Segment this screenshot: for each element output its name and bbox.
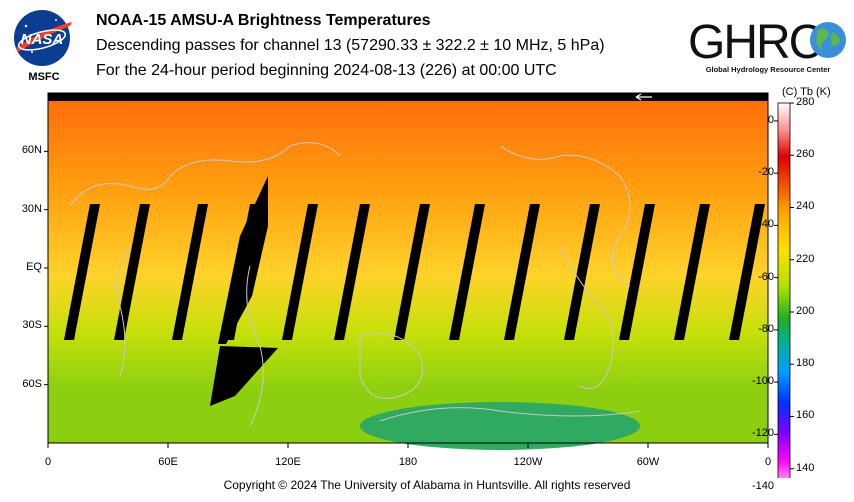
orbit-gap <box>674 204 710 340</box>
page-subtitle: Descending passes for channel 13 (57290.… <box>96 37 605 54</box>
colorbar-ticks <box>774 102 794 470</box>
longitude-ticks <box>47 443 769 448</box>
colorbar-kelvin-label: 240 <box>796 200 815 213</box>
orbit-gap <box>282 204 318 340</box>
lat-label: 60N <box>21 144 42 157</box>
globe-icon <box>810 22 846 58</box>
orbit-gap <box>504 204 540 340</box>
lon-label: 0 <box>764 456 772 468</box>
latitude-ticks <box>44 150 48 386</box>
antarctic-cold-region <box>360 402 640 450</box>
lon-label: 180 <box>398 456 418 468</box>
orbit-gap <box>394 204 430 340</box>
brightness-map <box>44 92 794 478</box>
colorbar-celsius-label: 0 <box>767 113 774 126</box>
coastlines <box>69 142 641 427</box>
lat-label: 60S <box>22 377 42 390</box>
colorbar-header: (C) Tb (K) <box>782 86 831 98</box>
nasa-logo-text: NASA <box>21 31 64 48</box>
lon-label: 120E <box>275 456 301 468</box>
copyright-footer: Copyright © 2024 The University of Alaba… <box>223 478 631 492</box>
colorbar-celsius-label: -80 <box>758 322 774 335</box>
colorbar-celsius-label: -40 <box>758 218 774 231</box>
lon-label: 0 <box>44 456 52 468</box>
lon-label: 60E <box>158 456 178 468</box>
nasa-logo: NASA MSFC <box>12 8 76 83</box>
orbit-gap <box>449 204 485 340</box>
orbit-gap <box>114 204 150 340</box>
colorbar-kelvin-label: 260 <box>796 148 815 161</box>
arrow-icon <box>635 93 652 101</box>
orbit-gap <box>564 204 600 340</box>
orbit-gap <box>64 204 100 340</box>
colorbar-kelvin-label: 140 <box>796 461 815 474</box>
colorbar-celsius-label: -140 <box>751 479 774 492</box>
colorbar-kelvin-label: 200 <box>796 304 815 317</box>
colorbar-celsius-label: -60 <box>758 270 774 283</box>
colorbar-celsius-label: -20 <box>758 166 774 179</box>
colorbar-kelvin-label: 220 <box>796 252 815 265</box>
nasa-meatball-icon: NASA MSFC <box>14 10 72 83</box>
msfc-text: MSFC <box>28 71 59 82</box>
colorbar-kelvin-label: 160 <box>796 409 815 422</box>
colorbar-kelvin-label: 280 <box>796 96 815 108</box>
lat-label: 30N <box>21 202 42 215</box>
orbit-gap <box>334 204 370 340</box>
orbit-gap <box>619 204 655 340</box>
lat-label: EQ <box>26 261 42 273</box>
ghrc-logo-subtext: Global Hydrology Resource Center <box>706 65 831 74</box>
orbit-gap <box>729 204 765 340</box>
period-text: For the 24-hour period beginning 2024-08… <box>96 62 557 79</box>
colorbar <box>777 102 791 478</box>
colorbar-celsius-label: -100 <box>751 375 774 388</box>
colorbar-kelvin-label: 180 <box>796 357 815 370</box>
lon-label: 120W <box>513 456 543 468</box>
ghrc-logo: GHRC Global Hydrology Resource Center <box>686 10 850 80</box>
ghrc-logo-text: GHRC <box>688 16 822 69</box>
orbit-gap <box>172 204 208 340</box>
colorbar-celsius-label: -120 <box>751 427 774 440</box>
lat-label: 30S <box>22 319 42 332</box>
page-title: NOAA-15 AMSU-A Brightness Temperatures <box>96 12 431 29</box>
missing-data-strip <box>48 93 768 101</box>
lon-label: 60W <box>636 456 660 468</box>
